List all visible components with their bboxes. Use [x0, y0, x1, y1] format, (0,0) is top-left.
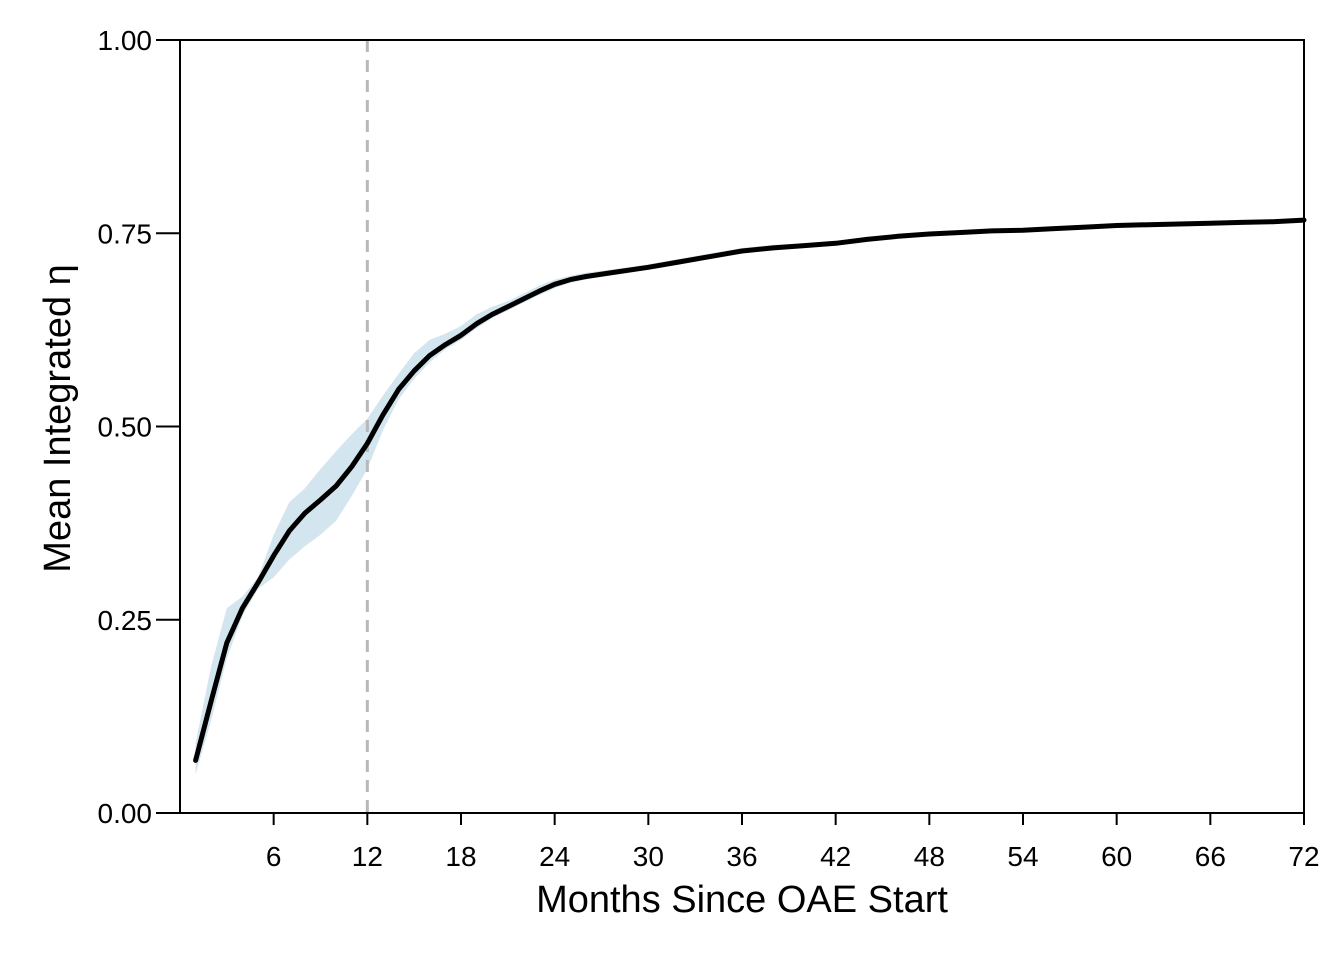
series-line-layer: [193, 217, 1307, 763]
x-tick-label: 54: [1007, 841, 1038, 872]
x-tick-label: 12: [352, 841, 383, 872]
x-tick-label: 48: [914, 841, 945, 872]
x-tick-label: 18: [445, 841, 476, 872]
x-axis-ticks: 6 12 18 24 30 36 42 48 54 60 66 72: [266, 813, 1320, 872]
confidence-band-layer: [195, 218, 1305, 775]
plot-area-frame: [179, 39, 1305, 814]
x-tick-label: 66: [1195, 841, 1226, 872]
x-tick-label: 42: [820, 841, 851, 872]
y-tick-label: 0.00: [98, 798, 153, 829]
y-tick-label: 0.50: [98, 412, 153, 443]
x-tick-label: 24: [539, 841, 570, 872]
x-tick-label: 6: [266, 841, 282, 872]
confidence-band: [195, 218, 1305, 775]
y-tick-label: 0.75: [98, 218, 153, 249]
x-axis-title: Months Since OAE Start: [536, 879, 948, 921]
x-tick-label: 60: [1101, 841, 1132, 872]
x-tick-label: 30: [633, 841, 664, 872]
y-tick-label: 1.00: [98, 25, 153, 56]
x-tick-label: 36: [726, 841, 757, 872]
y-axis-title: Mean Integrated η: [37, 264, 79, 572]
y-axis-ticks: 0.00 0.25 0.50 0.75 1.00: [98, 25, 180, 829]
x-tick-label: 72: [1288, 841, 1319, 872]
mean-series-line: [193, 217, 1307, 763]
y-tick-label: 0.25: [98, 605, 153, 636]
